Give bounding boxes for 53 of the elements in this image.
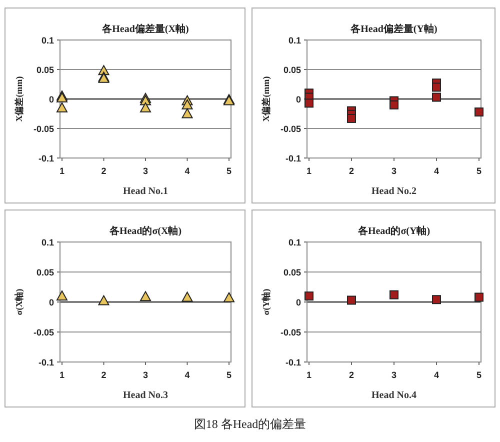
y-tick-label: 0 (296, 94, 301, 104)
y-axis-title: X偏差(mm) (14, 76, 24, 122)
x-tick-label: 4 (184, 166, 190, 176)
x-tick-label: 3 (142, 166, 148, 176)
x-tick-label: 4 (434, 166, 440, 176)
y-tick-label: 0.05 (36, 268, 54, 278)
x-tick-label: 5 (226, 370, 232, 380)
caption: 図18 各Head的偏差量 (194, 417, 306, 431)
y-tick-label: 0.05 (283, 268, 301, 278)
y-tick-label: 0 (48, 94, 54, 104)
chart-title: 各Head的σ(Y軸) (356, 225, 430, 237)
y-tick-label: -0.1 (38, 154, 54, 164)
chart-title: 各Head偏差量(Y軸) (350, 23, 438, 35)
x-tick-label: 1 (59, 370, 65, 380)
y-tick-label: -0.05 (280, 124, 301, 134)
y-tick-label: 0.1 (41, 36, 54, 46)
x-tick-label: 2 (348, 370, 354, 380)
y-axis-title: σ(X軸) (14, 288, 24, 316)
y-tick-label: 0 (48, 298, 54, 308)
y-tick-label: 0.1 (288, 238, 301, 248)
y-axis-title: X偏差(mm) (261, 76, 271, 122)
y-tick-label: 0.05 (283, 65, 301, 75)
y-tick-label: 0.05 (36, 65, 54, 75)
x-axis-title: Head No.2 (372, 186, 416, 197)
y-tick-label: -0.05 (33, 124, 54, 134)
x-tick-label: 2 (101, 370, 106, 380)
x-tick-label: 2 (101, 166, 106, 176)
x-tick-label: 4 (434, 370, 440, 380)
y-tick-label: -0.05 (280, 328, 301, 338)
x-tick-label: 1 (59, 166, 65, 176)
x-tick-label: 1 (306, 166, 312, 176)
y-tick-label: -0.05 (33, 328, 54, 338)
chart-title: 各Head的σ(X軸) (108, 225, 182, 237)
chart-title: 各Head偏差量(X軸) (101, 23, 189, 35)
x-tick-label: 5 (476, 370, 482, 380)
y-tick-label: 0.1 (288, 36, 301, 46)
x-tick-label: 2 (348, 166, 354, 176)
x-tick-label: 4 (184, 370, 190, 380)
x-tick-label: 5 (226, 166, 232, 176)
x-tick-label: 1 (306, 370, 312, 380)
x-axis-title: Head No.3 (123, 390, 168, 401)
y-tick-label: -0.1 (285, 154, 301, 164)
x-tick-label: 3 (391, 370, 397, 380)
y-tick-label: 0.1 (41, 238, 54, 248)
x-tick-label: 3 (142, 370, 148, 380)
x-axis-title: Head No.4 (372, 390, 416, 401)
y-axis-title: σ(Y軸) (261, 288, 271, 316)
y-tick-label: 0 (296, 298, 301, 308)
x-tick-label: 3 (391, 166, 397, 176)
x-tick-label: 5 (476, 166, 482, 176)
y-tick-label: -0.1 (38, 358, 54, 368)
x-axis-title: Head No.1 (123, 186, 168, 197)
y-tick-label: -0.1 (285, 358, 301, 368)
